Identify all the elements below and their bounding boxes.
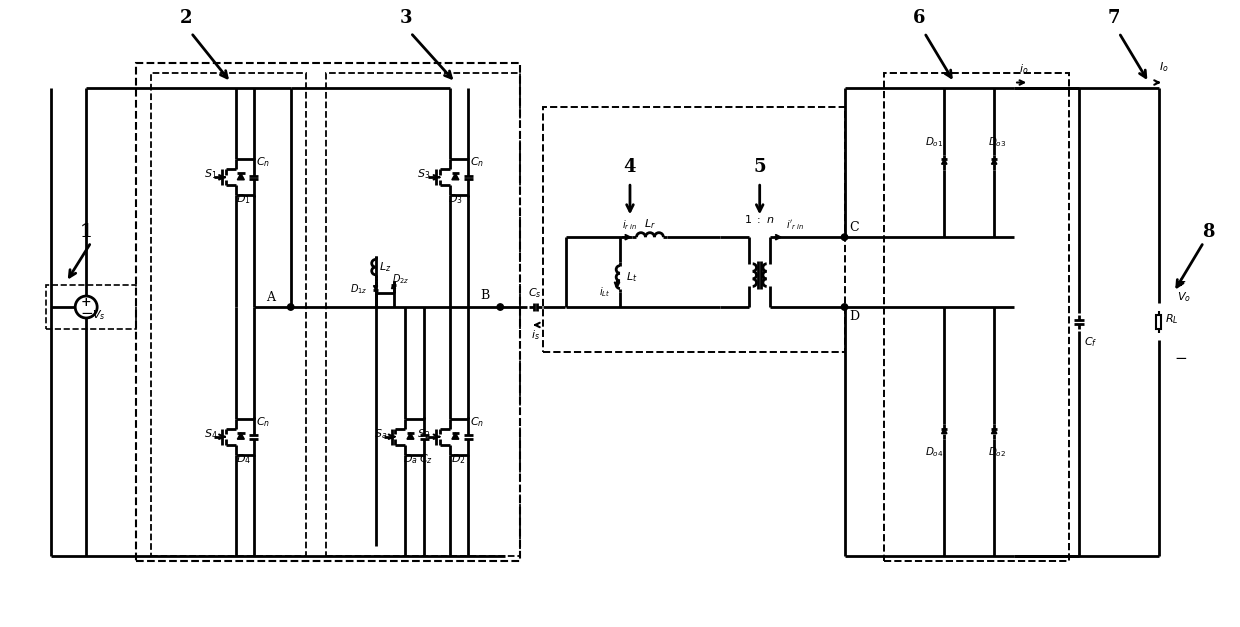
Text: $V_o$: $V_o$ (1177, 290, 1190, 304)
Text: $C_n$: $C_n$ (255, 415, 270, 429)
Text: $D_2$: $D_2$ (451, 452, 466, 466)
Text: $i_o$: $i_o$ (1019, 63, 1029, 76)
Text: $C_n$: $C_n$ (255, 155, 270, 169)
Text: $D_{1z}$: $D_{1z}$ (350, 282, 367, 296)
Text: 8: 8 (1203, 223, 1215, 241)
Bar (1156, 315, 1162, 329)
Circle shape (841, 304, 848, 310)
Text: $L_z$: $L_z$ (379, 260, 392, 274)
Text: $C_z$: $C_z$ (419, 452, 434, 466)
Polygon shape (237, 433, 244, 440)
Text: $-$: $-$ (1174, 350, 1188, 364)
Text: $S_1$: $S_1$ (205, 167, 217, 181)
Polygon shape (941, 428, 947, 434)
Polygon shape (992, 159, 997, 164)
Text: 5: 5 (754, 159, 766, 176)
Text: $C_f$: $C_f$ (1084, 335, 1097, 349)
Text: A: A (267, 290, 275, 303)
Text: $D_3$: $D_3$ (448, 192, 463, 206)
Circle shape (288, 304, 294, 310)
Text: 3: 3 (399, 9, 412, 27)
Text: $D_1$: $D_1$ (237, 192, 252, 206)
Text: $1\ :\ n$: $1\ :\ n$ (744, 213, 775, 225)
Text: $i_{Lt}$: $i_{Lt}$ (599, 285, 611, 299)
Polygon shape (992, 428, 997, 434)
Text: C: C (849, 221, 859, 234)
Text: $R_L$: $R_L$ (1166, 312, 1178, 326)
Polygon shape (373, 286, 378, 290)
Bar (543, 107, 844, 352)
Text: $D_{2z}$: $D_{2z}$ (392, 272, 409, 286)
Bar (151, 73, 306, 556)
Text: 7: 7 (1107, 9, 1120, 27)
Bar (326, 73, 521, 556)
Text: +: + (1176, 276, 1187, 288)
Text: D: D (849, 310, 859, 324)
Text: $S_a$: $S_a$ (374, 427, 387, 441)
Text: $S_4$: $S_4$ (205, 427, 218, 441)
Text: $D_{o2}$: $D_{o2}$ (988, 445, 1007, 458)
Text: $i'_{r\ in}$: $i'_{r\ in}$ (786, 218, 805, 232)
Text: $D_{o1}$: $D_{o1}$ (925, 135, 944, 149)
Text: +: + (81, 296, 92, 309)
Text: $L_t$: $L_t$ (626, 270, 637, 284)
Text: $-$: $-$ (79, 305, 93, 319)
Text: $D_4$: $D_4$ (237, 452, 252, 466)
Text: $C_n$: $C_n$ (470, 155, 485, 169)
Text: B: B (481, 288, 490, 302)
Polygon shape (392, 285, 396, 288)
Bar (136, 63, 521, 561)
Bar (46, 285, 136, 329)
Text: $i_{r\ in}$: $i_{r\ in}$ (622, 218, 637, 232)
Polygon shape (407, 433, 414, 440)
Circle shape (497, 304, 503, 310)
Text: $D_a$: $D_a$ (403, 452, 418, 466)
Text: $L_r$: $L_r$ (644, 218, 656, 231)
Text: 1: 1 (79, 223, 93, 241)
Circle shape (841, 234, 848, 240)
Text: $i_s$: $i_s$ (531, 328, 539, 342)
Polygon shape (941, 159, 947, 164)
Text: $S_2$: $S_2$ (417, 427, 430, 441)
Polygon shape (237, 173, 244, 180)
Bar (884, 73, 1069, 561)
Text: 6: 6 (913, 9, 925, 27)
Text: $C_n$: $C_n$ (470, 415, 485, 429)
Text: $V_s$: $V_s$ (93, 308, 105, 322)
Text: 4: 4 (624, 159, 636, 176)
Polygon shape (451, 173, 459, 180)
Text: $D_{o3}$: $D_{o3}$ (988, 135, 1007, 149)
Polygon shape (451, 433, 459, 440)
Text: 2: 2 (180, 9, 192, 27)
Text: $S_3$: $S_3$ (417, 167, 430, 181)
Text: $I_o$: $I_o$ (1159, 61, 1168, 75)
Text: $C_s$: $C_s$ (528, 286, 542, 300)
Text: $D_{o4}$: $D_{o4}$ (925, 445, 944, 458)
